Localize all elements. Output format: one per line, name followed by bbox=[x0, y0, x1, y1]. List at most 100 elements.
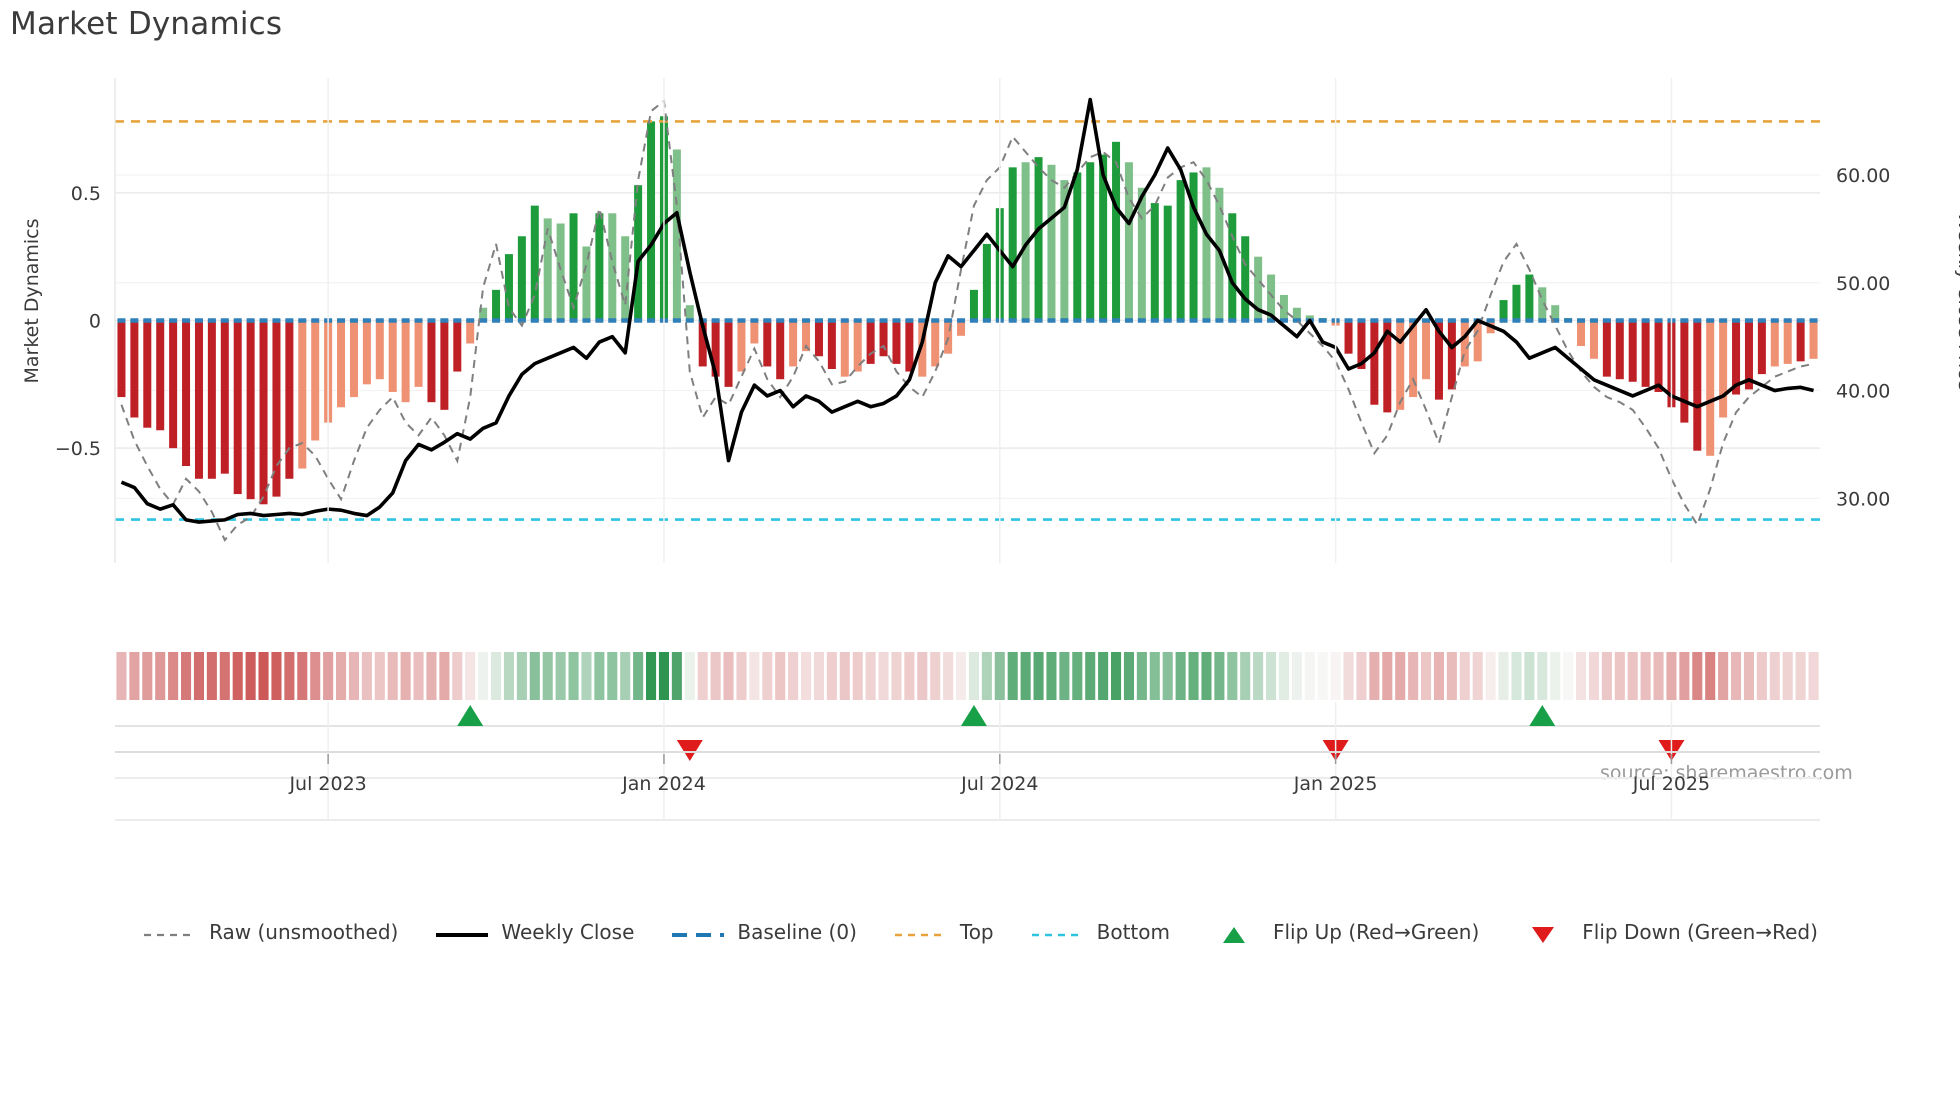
x-tick-label: Jul 2024 bbox=[960, 773, 1038, 795]
dynamics-bar bbox=[776, 320, 785, 380]
dynamics-bar bbox=[375, 320, 384, 380]
heatmap-cell bbox=[310, 652, 321, 700]
y-tick-left: 0.5 bbox=[71, 183, 101, 205]
heatmap-cell bbox=[1524, 652, 1535, 700]
heatmap-cell bbox=[374, 652, 385, 700]
heatmap-cell bbox=[116, 652, 127, 700]
y-tick-left: −0.5 bbox=[55, 438, 101, 460]
heatmap-cell bbox=[1149, 652, 1160, 700]
legend-label: Flip Down (Green→Red) bbox=[1582, 920, 1818, 944]
dynamics-bar bbox=[556, 223, 565, 321]
heatmap-cell bbox=[1692, 652, 1703, 700]
x-tick-label: Jul 2023 bbox=[288, 773, 366, 795]
heatmap-cell bbox=[1743, 652, 1754, 700]
dynamics-bar bbox=[1409, 320, 1418, 398]
flip-up-marker[interactable] bbox=[960, 705, 987, 726]
flip-up-marker[interactable] bbox=[457, 705, 484, 726]
x-tick-label: Jul 2025 bbox=[1632, 773, 1710, 795]
dynamics-bar bbox=[1602, 320, 1611, 377]
heatmap-cell bbox=[568, 652, 579, 700]
heatmap-cell bbox=[555, 652, 566, 700]
chart-plot-area: 0.5 0 −0.5 60.00 50.00 40.00 30.00 Jul 2023 Jan … bbox=[55, 78, 1890, 821]
legend-item[interactable]: Baseline (0) bbox=[670, 920, 857, 944]
dynamics-bar bbox=[814, 320, 823, 357]
dynamics-bar bbox=[466, 320, 475, 344]
heatmap-cell bbox=[710, 652, 721, 700]
heatmap-cell bbox=[1072, 652, 1083, 700]
heatmap-cell bbox=[284, 652, 295, 700]
heatmap-cell bbox=[1795, 652, 1806, 700]
heatmap-cell bbox=[400, 652, 411, 700]
dynamics-bar bbox=[1189, 172, 1198, 321]
heatmap-cell bbox=[1756, 652, 1767, 700]
dynamics-bar bbox=[1589, 320, 1598, 359]
raw-unsmoothed-line bbox=[120, 99, 1814, 542]
dynamics-bar bbox=[1615, 320, 1624, 380]
heatmap-cell bbox=[658, 652, 669, 700]
dynamics-bar bbox=[479, 307, 488, 321]
heatmap-cell bbox=[1485, 652, 1496, 700]
dynamics-bar bbox=[492, 289, 501, 321]
red-down-triangle-icon bbox=[1515, 924, 1571, 943]
legend-item[interactable]: Weekly Close bbox=[434, 920, 634, 944]
heatmap-cell bbox=[788, 652, 799, 700]
heatmap-cell bbox=[1421, 652, 1432, 700]
heatmap-cell bbox=[361, 652, 372, 700]
heatmap-cell bbox=[516, 652, 527, 700]
heatmap-cell bbox=[1278, 652, 1289, 700]
dynamics-bar bbox=[246, 320, 255, 500]
heatmap-cell bbox=[891, 652, 902, 700]
dynamics-bar bbox=[414, 320, 423, 387]
dynamics-bar bbox=[1176, 180, 1185, 321]
flip-down-marker[interactable] bbox=[676, 740, 703, 761]
heatmap-cell bbox=[1640, 652, 1651, 700]
legend-item[interactable]: Top bbox=[893, 920, 994, 944]
heatmap-cell bbox=[1382, 652, 1393, 700]
legend-item[interactable]: Raw (unsmoothed) bbox=[142, 920, 398, 944]
dynamics-bar bbox=[608, 213, 617, 321]
dynamics-bar bbox=[750, 320, 759, 344]
dynamics-bar bbox=[143, 320, 152, 428]
dynamics-bar bbox=[1254, 256, 1263, 321]
legend-item[interactable]: Bottom bbox=[1030, 920, 1170, 944]
dynamics-bar bbox=[569, 213, 578, 321]
weekly-close-line bbox=[120, 97, 1814, 524]
dynamics-bar bbox=[672, 149, 681, 321]
dynamics-bar bbox=[1809, 320, 1818, 359]
heatmap-cell bbox=[155, 652, 166, 700]
dynamics-bar bbox=[1551, 305, 1560, 321]
heatmap-cell bbox=[1769, 652, 1780, 700]
dynamics-bar bbox=[763, 320, 772, 367]
heatmap-cell bbox=[1098, 652, 1109, 700]
legend-item[interactable]: Flip Down (Green→Red) bbox=[1515, 920, 1818, 944]
heatmap-cell bbox=[620, 652, 631, 700]
dynamics-bar bbox=[1163, 205, 1172, 321]
heatmap-cell bbox=[1498, 652, 1509, 700]
y-tick-right: 60.00 bbox=[1836, 165, 1890, 187]
heatmap-cell bbox=[1304, 652, 1315, 700]
heatmap-cell bbox=[994, 652, 1005, 700]
dynamics-bar bbox=[1434, 320, 1443, 400]
heatmap-cell bbox=[1718, 652, 1729, 700]
legend-label: Raw (unsmoothed) bbox=[209, 920, 399, 944]
dynamics-bar bbox=[905, 320, 914, 372]
dynamics-bar bbox=[944, 320, 953, 354]
heatmap-cell bbox=[297, 652, 308, 700]
dynamics-bar bbox=[1292, 307, 1301, 321]
heatmap-cell bbox=[684, 652, 695, 700]
dynamics-bar bbox=[1525, 274, 1534, 321]
flip-up-marker[interactable] bbox=[1529, 705, 1556, 726]
legend-item[interactable]: Flip Up (Red→Green) bbox=[1206, 920, 1479, 944]
dynamics-bar bbox=[453, 320, 462, 372]
dynamics-bar bbox=[737, 320, 746, 372]
heatmap-cell bbox=[1046, 652, 1057, 700]
dynamics-bar bbox=[272, 320, 281, 497]
heatmap-cell bbox=[452, 652, 463, 700]
dynamics-bar bbox=[337, 320, 346, 408]
dynamics-bar bbox=[1086, 162, 1095, 321]
dynamics-bar bbox=[1680, 320, 1689, 423]
dynamics-bar bbox=[311, 320, 320, 441]
dynamics-bar bbox=[362, 320, 371, 385]
dynamics-bar bbox=[156, 320, 165, 431]
